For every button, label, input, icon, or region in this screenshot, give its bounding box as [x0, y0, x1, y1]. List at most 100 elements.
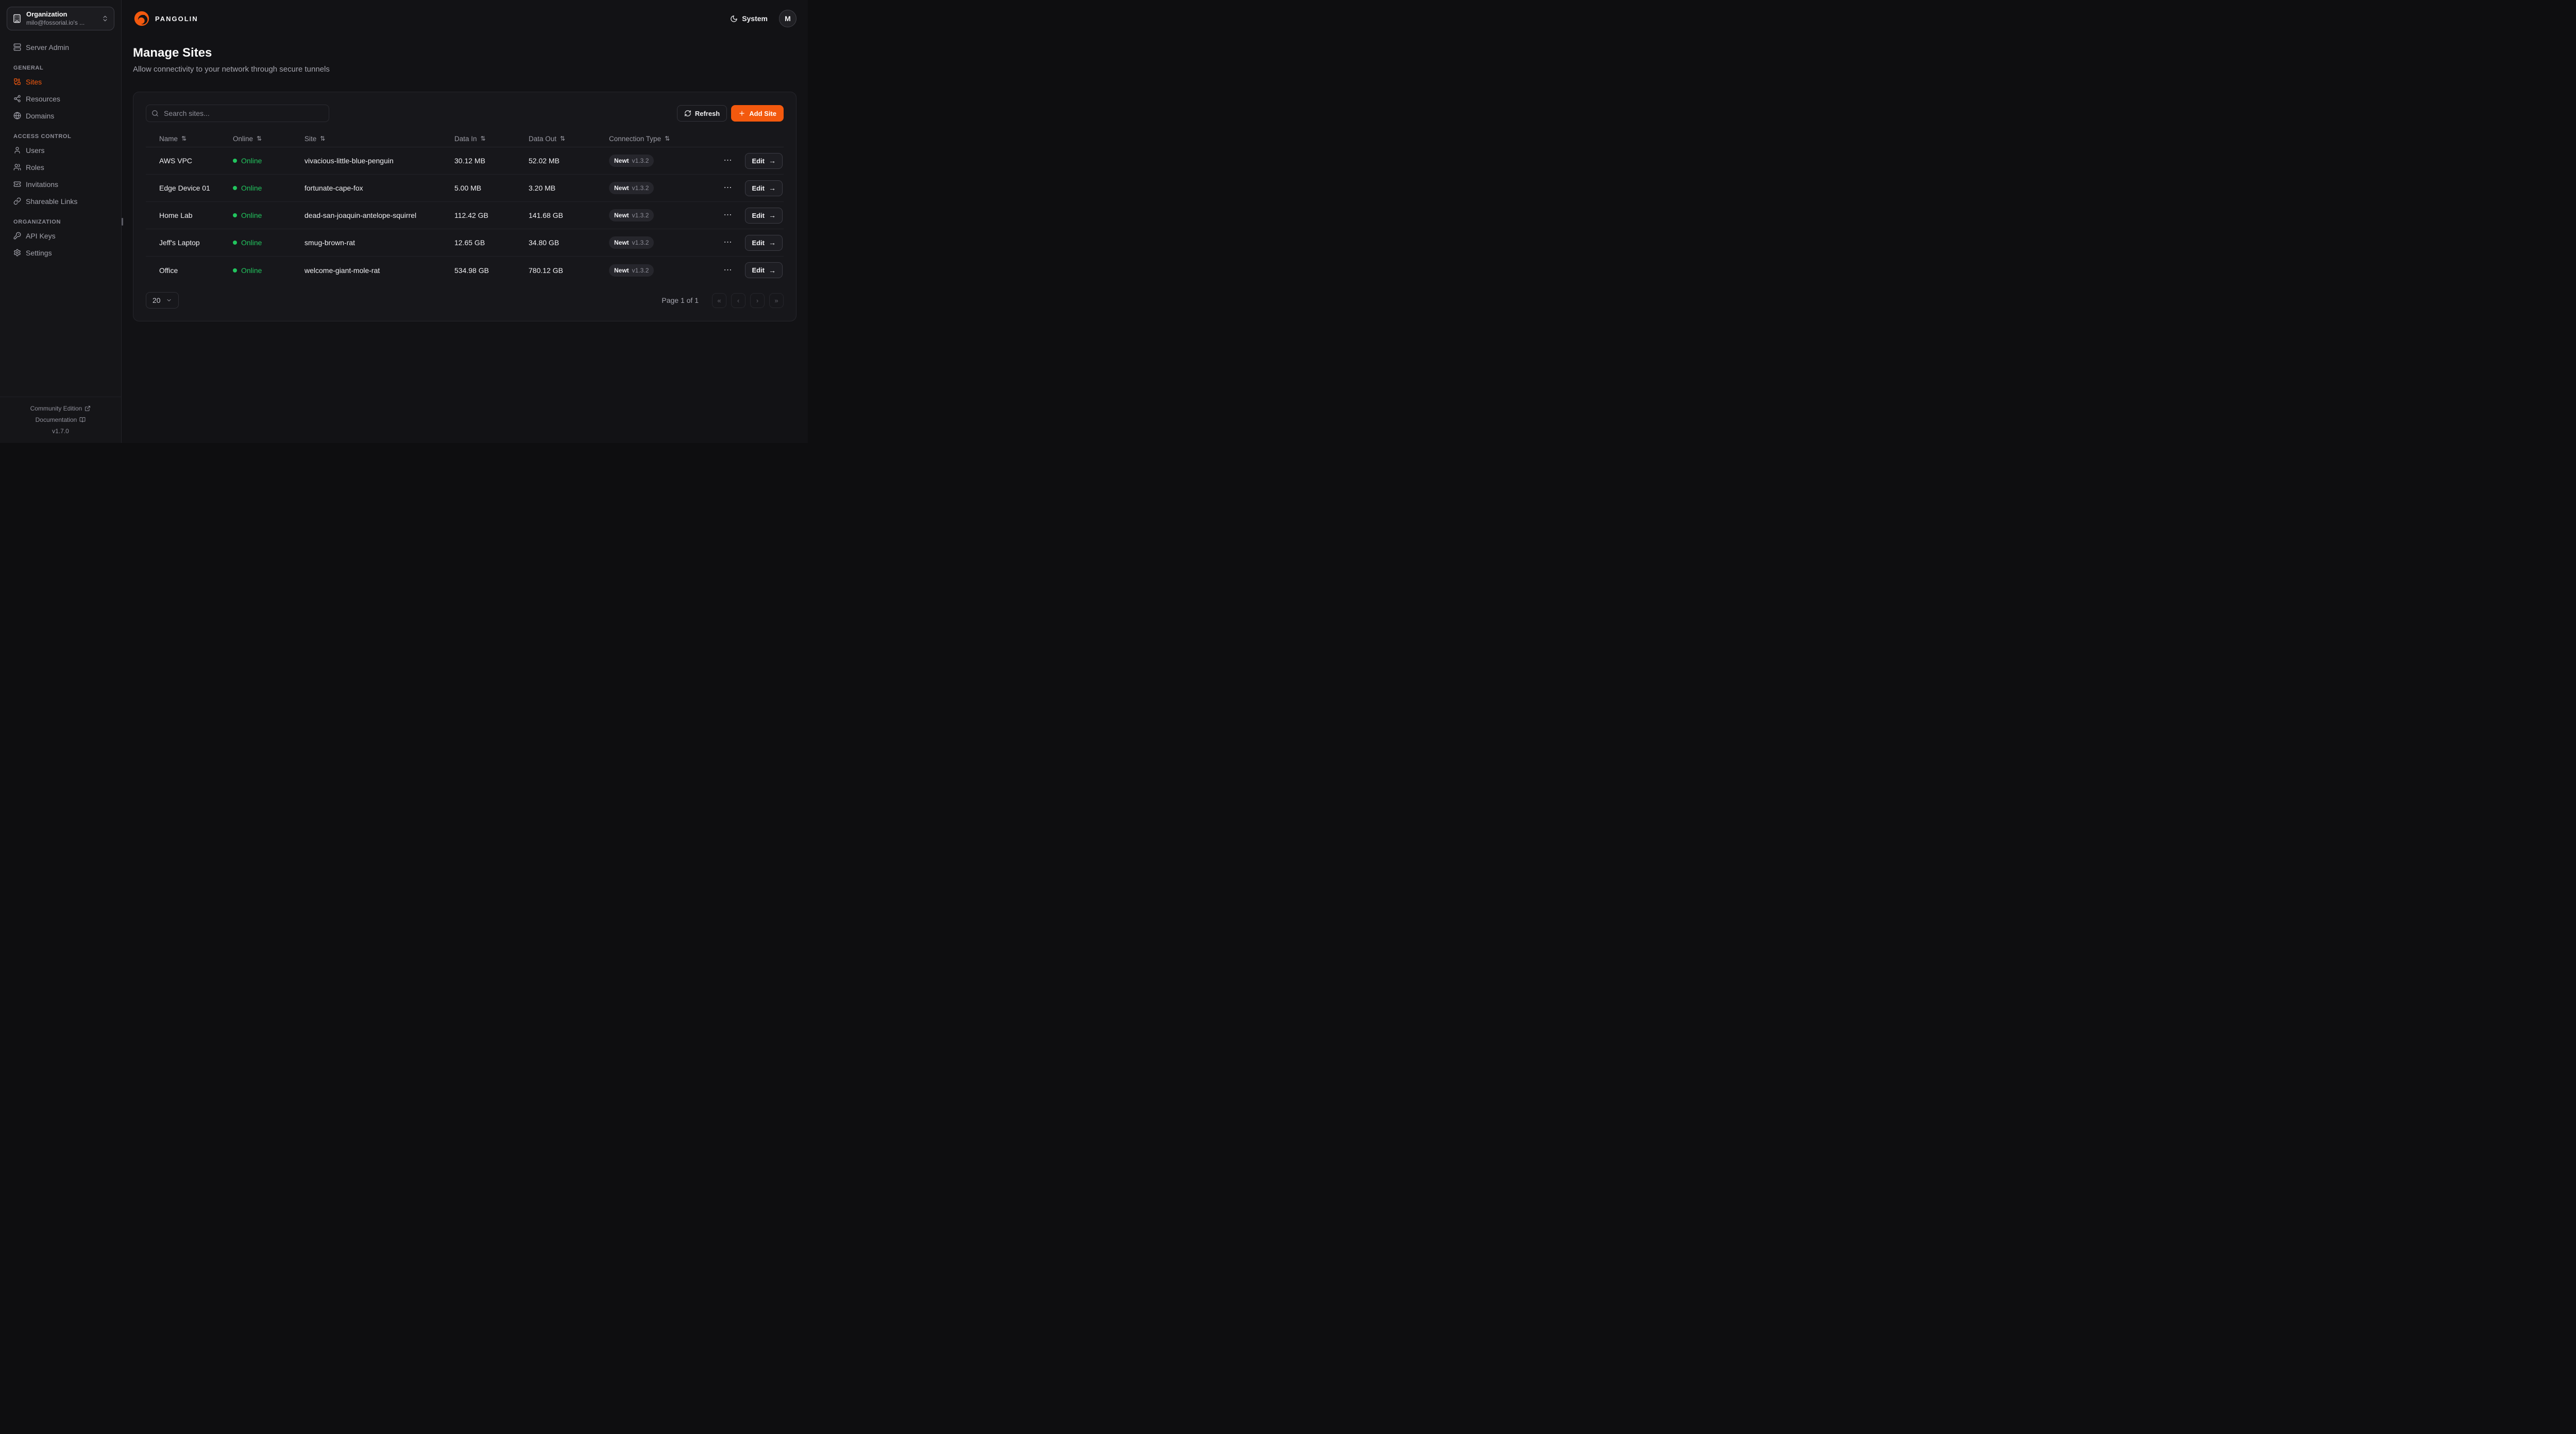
pagination: 20 Page 1 of 1 « ‹ › »	[146, 292, 784, 309]
brand-logo[interactable]: PANGOLIN	[133, 10, 198, 27]
ticket-check-icon	[13, 181, 21, 187]
site-name: Jeff's Laptop	[159, 238, 200, 247]
column-header-data-in[interactable]: Data In ⇅	[454, 134, 486, 143]
data-in: 112.42 GB	[454, 211, 488, 219]
search-icon	[152, 110, 158, 116]
last-page-button[interactable]: »	[769, 293, 784, 308]
row-menu-button[interactable]: ⋯	[721, 265, 734, 276]
globe-icon	[13, 112, 21, 120]
edit-button[interactable]: Edit →	[745, 234, 783, 251]
site-id: smug-brown-rat	[304, 238, 355, 247]
sidebar-resize-handle[interactable]	[122, 218, 123, 226]
toolbar-buttons: Refresh Add Site	[676, 105, 784, 122]
column-header-site[interactable]: Site ⇅	[304, 134, 326, 143]
connection-type-cell: Newt v1.3.2	[596, 182, 715, 194]
sidebar-footer: Community Edition Documentation v1.7.0	[0, 397, 121, 443]
users-icon	[13, 164, 21, 170]
previous-page-button[interactable]: ‹	[731, 293, 745, 308]
row-menu-button[interactable]: ⋯	[721, 210, 734, 220]
table-row: Jeff's Laptop Online smug-brown-rat 12.6…	[146, 229, 784, 257]
connection-type-cell: Newt v1.3.2	[596, 155, 715, 167]
link-icon	[13, 197, 21, 205]
column-header-online[interactable]: Online ⇅	[233, 134, 262, 143]
row-actions: ⋯ Edit →	[715, 262, 784, 278]
edit-button[interactable]: Edit →	[745, 207, 783, 224]
main-content: PANGOLIN System M Manage Sites Allow con…	[122, 0, 808, 443]
org-value: milo@fossorial.io's ...	[26, 19, 85, 26]
sidebar-item-users[interactable]: Users	[5, 142, 116, 159]
site-name: Home Lab	[159, 211, 193, 219]
sort-icon: ⇅	[665, 135, 670, 142]
add-site-button[interactable]: Add Site	[731, 105, 784, 122]
resources-icon	[14, 95, 21, 103]
sidebar-item-api-keys[interactable]: API Keys	[5, 227, 116, 244]
sidebar-item-settings[interactable]: Settings	[5, 244, 116, 261]
column-header-data-out[interactable]: Data Out ⇅	[529, 134, 566, 143]
column-header-name[interactable]: Name ⇅	[159, 134, 187, 143]
sidebar-item-domains[interactable]: Domains	[5, 107, 116, 124]
sidebar-item-label: API Keys	[26, 231, 56, 240]
page-size-select[interactable]: 20	[146, 292, 179, 309]
first-page-button[interactable]: «	[712, 293, 726, 308]
external-link-icon	[85, 406, 91, 411]
data-out: 34.80 GB	[529, 238, 560, 247]
edit-button[interactable]: Edit →	[745, 152, 783, 169]
community-edition-link[interactable]: Community Edition	[0, 403, 121, 414]
next-page-button[interactable]: ›	[750, 293, 765, 308]
connection-type-badge: Newt v1.3.2	[609, 155, 654, 167]
connection-type-badge: Newt v1.3.2	[609, 209, 654, 221]
documentation-link[interactable]: Documentation	[0, 414, 121, 425]
pagination-controls: Page 1 of 1 « ‹ › »	[662, 293, 784, 308]
sidebar-item-sites[interactable]: Sites	[5, 73, 116, 90]
chevron-down-icon	[167, 299, 171, 301]
row-actions: ⋯ Edit →	[715, 207, 784, 224]
sort-icon: ⇅	[257, 135, 262, 142]
row-menu-button[interactable]: ⋯	[721, 183, 734, 193]
online-dot	[233, 186, 237, 190]
online-dot	[233, 241, 237, 245]
sidebar-item-resources[interactable]: Resources	[5, 90, 116, 107]
toolbar: Refresh Add Site	[146, 105, 784, 122]
sites-table: Name ⇅ Online ⇅ Site ⇅ Data In ⇅ Data Out ⇅ C…	[146, 130, 784, 284]
site-name: AWS VPC	[159, 157, 193, 165]
connection-type-cell: Newt v1.3.2	[596, 264, 715, 277]
table-row: Office Online welcome-giant-mole-rat 534…	[146, 257, 784, 284]
section-label-access-control: ACCESS CONTROL	[13, 133, 72, 140]
theme-toggle-button[interactable]: System	[728, 11, 770, 26]
sidebar-item-label: Settings	[26, 248, 52, 257]
connection-type-cell: Newt v1.3.2	[596, 209, 715, 221]
edit-button[interactable]: Edit →	[745, 262, 783, 278]
section-label-general: GENERAL	[13, 65, 44, 71]
arrow-right-icon: →	[769, 238, 776, 247]
server-icon	[13, 43, 21, 51]
connection-type-badge: Newt v1.3.2	[609, 182, 654, 194]
online-status: Online	[219, 238, 291, 247]
chevrons-up-down-icon	[103, 15, 107, 22]
sidebar-item-label: Shareable Links	[26, 197, 78, 206]
data-in: 12.65 GB	[454, 238, 485, 247]
sidebar-item-shareable-links[interactable]: Shareable Links	[5, 193, 116, 210]
refresh-button[interactable]: Refresh	[676, 105, 727, 122]
sidebar-item-roles[interactable]: Roles	[5, 159, 116, 176]
column-header-connection-type[interactable]: Connection Type ⇅	[609, 134, 670, 143]
search-input[interactable]	[163, 109, 324, 118]
sidebar-item-invitations[interactable]: Invitations	[5, 176, 116, 193]
row-menu-button[interactable]: ⋯	[721, 237, 734, 248]
sidebar-nav: Server Admin GENERAL Sites Resources Dom…	[0, 37, 121, 261]
moon-icon	[731, 15, 737, 22]
sidebar-item-server-admin[interactable]: Server Admin	[5, 39, 116, 56]
data-in: 30.12 MB	[454, 157, 485, 165]
sidebar-item-label: Server Admin	[26, 43, 70, 52]
app-version: v1.7.0	[52, 428, 69, 435]
edit-button[interactable]: Edit →	[745, 180, 783, 196]
data-in: 534.98 GB	[454, 266, 489, 275]
row-actions: ⋯ Edit →	[715, 152, 784, 169]
pangolin-logo-icon	[134, 11, 149, 26]
user-icon	[14, 147, 20, 153]
avatar[interactable]: M	[779, 10, 796, 27]
sidebar-item-label: Users	[26, 146, 45, 155]
table-row: Home Lab Online dead-san-joaquin-antelop…	[146, 202, 784, 229]
org-selector[interactable]: Organization milo@fossorial.io's ...	[7, 7, 114, 30]
row-menu-button[interactable]: ⋯	[721, 156, 734, 166]
arrow-right-icon: →	[769, 157, 776, 165]
